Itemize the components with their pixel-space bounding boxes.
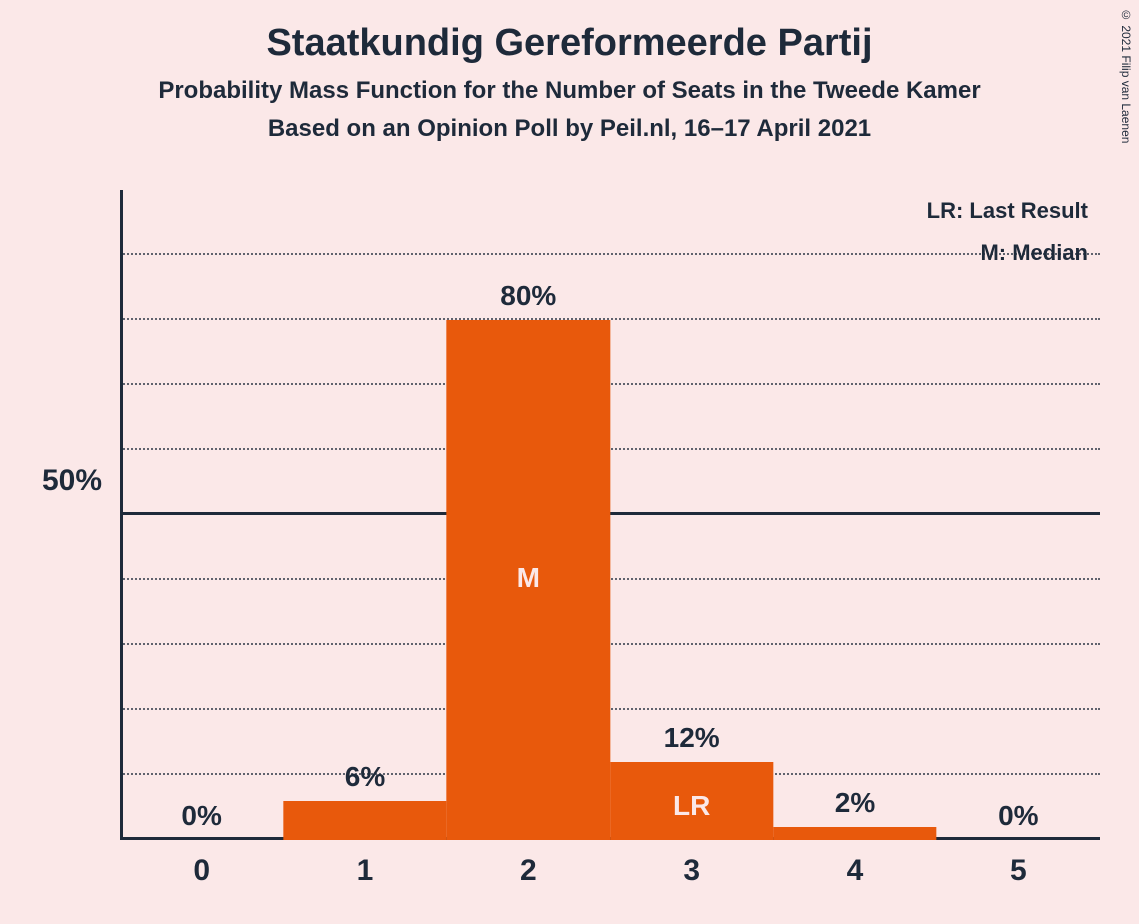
bar-value-label: 0% (181, 800, 221, 832)
bar (773, 827, 936, 840)
bar (283, 801, 446, 840)
bar-group: 2%4 (773, 190, 936, 840)
bar-group: 80%2 (447, 190, 610, 840)
bar-value-label: 80% (500, 280, 556, 312)
chart-subtitle-2: Based on an Opinion Poll by Peil.nl, 16–… (0, 115, 1139, 143)
x-axis-category: 1 (357, 854, 374, 888)
bar-annotation: LR (673, 790, 710, 822)
bar-group: 12%3 (610, 190, 773, 840)
chart-subtitle: Probability Mass Function for the Number… (0, 77, 1139, 105)
bar-value-label: 0% (998, 800, 1038, 832)
bar-value-label: 12% (664, 722, 720, 754)
bar-annotation: M (517, 562, 540, 594)
bar-group: 6%1 (283, 190, 446, 840)
bar-chart: LR: Last Result M: Median 50%0%06%180%21… (120, 190, 1100, 840)
x-axis-category: 0 (193, 854, 210, 888)
y-axis-label: 50% (42, 464, 102, 498)
x-axis-category: 3 (683, 854, 700, 888)
bar-group: 0%5 (937, 190, 1100, 840)
x-axis-category: 5 (1010, 854, 1027, 888)
x-axis-category: 2 (520, 854, 537, 888)
bar-group: 0%0 (120, 190, 283, 840)
x-axis-category: 4 (847, 854, 864, 888)
credit-text: © 2021 Filip van Laenen (1119, 8, 1133, 143)
chart-title: Staatkundig Gereformeerde Partij (0, 22, 1139, 65)
bar-value-label: 6% (345, 761, 385, 793)
bar-value-label: 2% (835, 787, 875, 819)
